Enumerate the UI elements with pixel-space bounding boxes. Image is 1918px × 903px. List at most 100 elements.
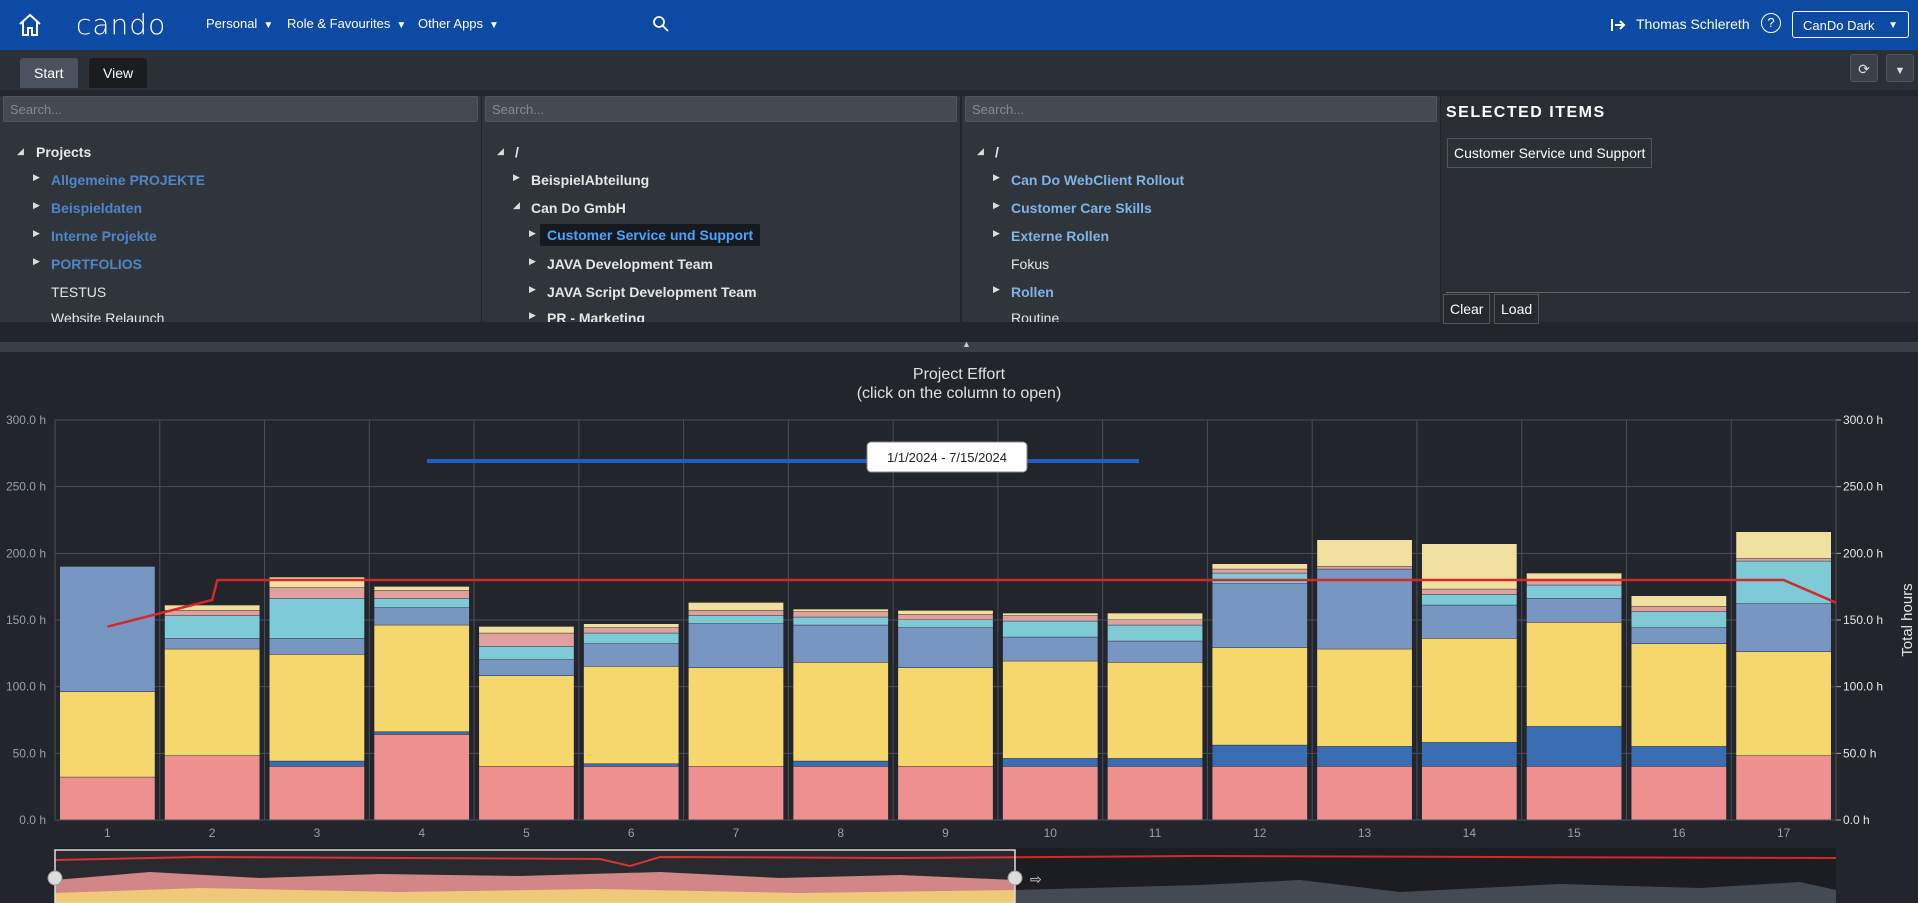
user-name[interactable]: Thomas Schlereth [1636, 16, 1750, 32]
tree-node[interactable]: Routine [1011, 310, 1060, 322]
collapsed-arrow-icon[interactable]: ▶ [529, 228, 536, 238]
bar-segment[interactable] [1107, 625, 1203, 641]
bar-segment[interactable] [688, 616, 784, 624]
collapsed-arrow-icon[interactable]: ▶ [529, 310, 536, 320]
tree-node[interactable]: Fokus [1011, 256, 1050, 272]
bar-segment[interactable] [1002, 637, 1098, 661]
bar-segment[interactable] [1002, 613, 1098, 616]
bar-segment[interactable] [1526, 580, 1622, 585]
collapsed-arrow-icon[interactable]: ▶ [529, 284, 536, 294]
bar-segment[interactable] [164, 605, 260, 611]
tree-node[interactable]: Beispieldaten [51, 200, 143, 216]
expanded-arrow-icon[interactable]: ◢ [513, 200, 520, 210]
bar-segment[interactable] [1631, 596, 1727, 607]
tab-view[interactable]: View [89, 58, 148, 88]
panel-splitter[interactable]: ▲ [0, 339, 1918, 352]
bar-segment[interactable] [583, 644, 679, 667]
tree-node[interactable]: Externe Rollen [1011, 228, 1110, 244]
tree-node[interactable]: Customer Care Skills [1011, 200, 1152, 216]
collapse-button[interactable]: ▼ [1886, 54, 1914, 82]
bar-segment[interactable] [1421, 544, 1517, 589]
bar-segment[interactable] [793, 766, 889, 820]
collapsed-arrow-icon[interactable]: ▶ [33, 200, 40, 210]
bar-segment[interactable] [269, 654, 365, 761]
bar-segment[interactable] [1212, 766, 1308, 820]
tab-start[interactable]: Start [20, 58, 78, 88]
bar-segment[interactable] [1107, 641, 1203, 663]
organization-search-input[interactable]: Search... [485, 96, 957, 122]
tree-node-root[interactable]: / [515, 144, 519, 160]
bar-segment[interactable] [688, 766, 784, 820]
bar-segment[interactable] [1526, 585, 1622, 599]
tree-node[interactable]: Interne Projekte [51, 228, 157, 244]
bar-segment[interactable] [1736, 652, 1831, 756]
clear-button[interactable]: Clear [1443, 294, 1491, 324]
refresh-button[interactable]: ⟳ [1850, 54, 1878, 82]
bar-segment[interactable] [583, 633, 679, 644]
bar-segment[interactable] [1421, 742, 1517, 767]
search-icon[interactable] [652, 15, 670, 33]
bar-segment[interactable] [898, 610, 993, 615]
bar-segment[interactable] [793, 662, 889, 761]
expanded-arrow-icon[interactable]: ◢ [977, 146, 984, 156]
bar-segment[interactable] [1212, 584, 1308, 648]
bar-segment[interactable] [898, 628, 993, 668]
bar-segment[interactable] [1421, 594, 1517, 605]
menu-personal[interactable]: Personal ▼ [206, 16, 274, 31]
bar-segment[interactable] [1002, 758, 1098, 767]
bar-segment[interactable] [1736, 756, 1831, 820]
bar-segment[interactable] [1526, 598, 1622, 623]
bar-segment[interactable] [269, 598, 365, 639]
theme-select[interactable]: CanDo Dark ▼ [1792, 11, 1909, 38]
tree-node-projects[interactable]: Projects [36, 144, 92, 160]
logout-icon[interactable] [1610, 17, 1626, 33]
bar-segment[interactable] [269, 761, 365, 767]
expanded-arrow-icon[interactable]: ◢ [17, 146, 24, 156]
collapsed-arrow-icon[interactable]: ▶ [993, 172, 1000, 182]
collapsed-arrow-icon[interactable]: ▶ [993, 228, 1000, 238]
menu-role-favourites[interactable]: Role & Favourites ▼ [287, 16, 407, 31]
bar-segment[interactable] [1421, 605, 1517, 639]
bar-segment[interactable] [583, 764, 679, 767]
home-icon[interactable] [16, 11, 44, 39]
tree-node[interactable]: JAVA Development Team [547, 256, 713, 272]
bar-segment[interactable] [898, 766, 993, 820]
bar-segment[interactable] [1107, 620, 1203, 625]
bar-segment[interactable] [374, 732, 470, 735]
bar-segment[interactable] [583, 628, 679, 633]
bar-segment[interactable] [1736, 561, 1831, 604]
bar-segment[interactable] [164, 756, 260, 820]
bar-segment[interactable] [1631, 612, 1727, 628]
bar-segment[interactable] [164, 616, 260, 639]
bar-segment[interactable] [898, 620, 993, 628]
expanded-arrow-icon[interactable]: ◢ [497, 146, 504, 156]
bar-segment[interactable] [1631, 628, 1727, 644]
bar-segment[interactable] [1421, 589, 1517, 595]
bar-segment[interactable] [479, 633, 574, 647]
bar-segment[interactable] [1631, 606, 1727, 612]
tree-node[interactable]: PORTFOLIOS [51, 256, 142, 272]
bar-segment[interactable] [269, 638, 365, 655]
tree-node[interactable]: PR - Marketing [547, 310, 646, 322]
bar-segment[interactable] [479, 626, 574, 633]
bar-segment[interactable] [1212, 573, 1308, 584]
bar-segment[interactable] [479, 676, 574, 767]
bar-segment[interactable] [1212, 564, 1308, 569]
bar-segment[interactable] [374, 590, 470, 599]
bar-segment[interactable] [60, 777, 155, 820]
bar-segment[interactable] [269, 766, 365, 820]
bar-segment[interactable] [1002, 621, 1098, 637]
bar-segment[interactable] [1212, 648, 1308, 745]
bar-segment[interactable] [583, 666, 679, 764]
menu-other-apps[interactable]: Other Apps ▼ [418, 16, 499, 31]
bar-segment[interactable] [688, 624, 784, 668]
bar-segment[interactable] [1317, 746, 1412, 767]
bar-segment[interactable] [793, 612, 889, 617]
bar-segment[interactable] [1107, 613, 1203, 620]
bar-segment[interactable] [1736, 532, 1831, 559]
bar-segment[interactable] [1317, 649, 1412, 747]
bar-segment[interactable] [1631, 766, 1727, 820]
projects-search-input[interactable]: Search... [3, 96, 478, 122]
collapsed-arrow-icon[interactable]: ▶ [33, 256, 40, 266]
